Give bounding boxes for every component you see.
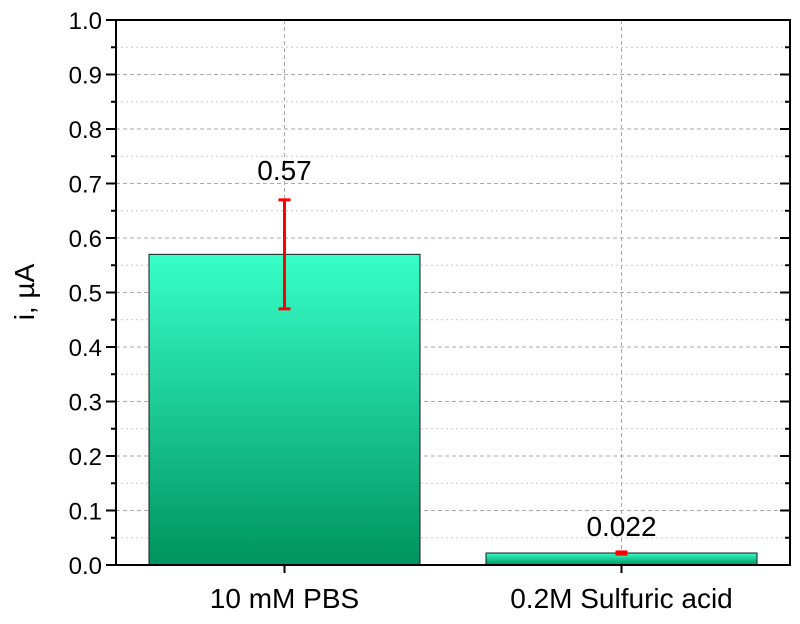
y-tick-label: 0.7: [69, 172, 102, 199]
data-label: 0.57: [257, 155, 312, 186]
data-label: 0.022: [586, 511, 656, 542]
axes: [106, 19, 791, 573]
y-tick-label: 0.9: [69, 63, 102, 90]
y-tick-label: 0.5: [69, 281, 102, 308]
bars: [148, 198, 758, 566]
y-tick-label: 0.0: [69, 553, 102, 580]
y-tick-label: 1.0: [69, 8, 102, 35]
y-tick-label: 0.4: [69, 335, 102, 362]
grid: [116, 20, 790, 565]
error-bar: [615, 550, 628, 556]
y-tick-label: 0.3: [69, 390, 102, 417]
x-tick-label: 0.2M Sulfuric acid: [510, 583, 733, 614]
y-tick-label: 0.6: [69, 226, 102, 253]
y-tick-label: 0.8: [69, 117, 102, 144]
y-axis-label: i, µA: [9, 263, 40, 320]
y-tick-label: 0.1: [69, 499, 102, 526]
labels: 0.57 10 mM PBS 0.022 0.2M Sulfuric acid 0.0 0…: [69, 8, 733, 614]
error-bar: [278, 198, 291, 311]
y-tick-label: 0.2: [69, 444, 102, 471]
x-tick-label: 10 mM PBS: [210, 583, 359, 614]
